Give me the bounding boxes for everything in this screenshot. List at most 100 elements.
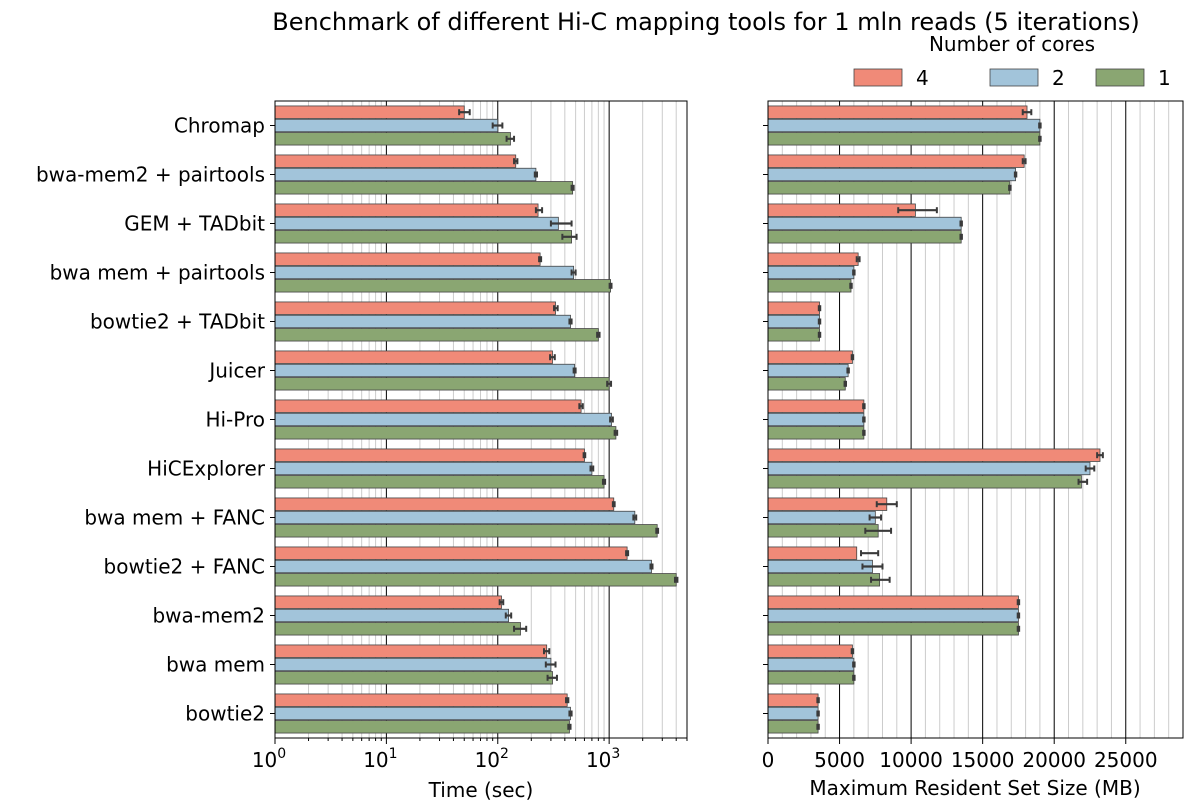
category-label: Hi-Pro	[205, 408, 265, 432]
category-label: bowtie2	[185, 702, 265, 726]
time-bar-hicexplorer-1-cores	[274, 475, 605, 489]
memory-bar-bowtie2-tadbit-4-cores	[767, 301, 820, 315]
memory-bar-bowtie2-1-cores	[767, 720, 819, 734]
time-axis-label: Time (sec)	[428, 778, 534, 802]
time-bar-hi-pro-2-cores	[274, 412, 612, 427]
time-bar-bowtie2-tadbit-2-cores	[274, 314, 571, 329]
time-bar-juicer-2-cores	[274, 363, 576, 378]
time-bar-bowtie2-tadbit-4-cores	[274, 301, 556, 315]
memory-bar-bwa-mem2-1-cores	[767, 622, 1019, 636]
legend-label-4: 4	[916, 66, 929, 90]
memory-tick-label: 25000	[1094, 748, 1158, 772]
category-label: bwa-mem2	[152, 604, 265, 628]
category-label: bwa mem + pairtools	[50, 261, 265, 285]
memory-bar-hi-pro-2-cores	[767, 412, 865, 427]
time-bar-bowtie2-fanc-2-cores	[274, 559, 652, 574]
time-bar-hicexplorer-4-cores	[274, 448, 585, 462]
legend-swatch-1	[1095, 68, 1145, 87]
memory-bar-juicer-4-cores	[767, 350, 853, 364]
time-bar-bwa-mem2-4-cores	[274, 595, 502, 609]
memory-bar-bwa-mem2-4-cores	[767, 595, 1019, 609]
memory-bar-gem-tadbit-4-cores	[767, 203, 916, 217]
memory-bar-chromap-4-cores	[767, 105, 1028, 119]
memory-bar-bowtie2-4-cores	[767, 693, 819, 707]
time-tick-label: 101	[363, 746, 397, 772]
time-bar-bwa-mem-1-cores	[274, 671, 553, 685]
category-label: GEM + TADbit	[124, 212, 265, 236]
time-bar-bowtie2-fanc-1-cores	[274, 573, 677, 587]
time-bar-bowtie2-fanc-4-cores	[274, 546, 628, 560]
time-bar-bwa-mem-2-cores	[274, 657, 552, 672]
time-bar-juicer-1-cores	[274, 377, 610, 391]
memory-tick-label: 15000	[951, 748, 1015, 772]
legend-label-2: 2	[1052, 66, 1065, 90]
time-bar-bwa-mem-4-cores	[274, 644, 548, 658]
memory-bar-juicer-2-cores	[767, 363, 849, 378]
memory-bar-hi-pro-1-cores	[767, 426, 865, 440]
time-bar-bowtie2-4-cores	[274, 693, 568, 707]
memory-bar-bowtie2-tadbit-2-cores	[767, 314, 820, 329]
time-bar-bwa-mem2-pairtools-2-cores	[274, 167, 537, 182]
category-label: HiCExplorer	[147, 457, 266, 481]
time-bar-bowtie2-tadbit-1-cores	[274, 328, 599, 342]
time-bar-bwa-mem-fanc-4-cores	[274, 497, 615, 511]
time-bar-hi-pro-1-cores	[274, 426, 617, 440]
memory-tick-label: 10000	[879, 748, 943, 772]
memory-bar-bwa-mem-1-cores	[767, 671, 855, 685]
memory-panel: 0 5000 10000 15000 20000 25000 Maximum Reside…	[762, 100, 1184, 800]
legend-swatch-4	[853, 68, 903, 87]
time-bar-bwa-mem2-pairtools-1-cores	[274, 181, 574, 195]
time-bar-bwa-mem2-1-cores	[274, 622, 521, 636]
time-bar-gem-tadbit-4-cores	[274, 203, 539, 217]
memory-bar-bwa-mem2-2-cores	[767, 608, 1019, 623]
time-bar-juicer-4-cores	[274, 350, 553, 364]
memory-bar-bwa-mem2-pairtools-2-cores	[767, 167, 1016, 182]
category-label: Juicer	[207, 359, 265, 383]
time-bar-bwa-mem-pairtools-2-cores	[274, 265, 575, 280]
time-bar-chromap-4-cores	[274, 105, 465, 119]
legend: Number of cores 4 2 1	[853, 32, 1171, 90]
memory-bar-bowtie2-fanc-1-cores	[767, 573, 881, 587]
legend-swatch-2	[989, 68, 1039, 87]
category-label: bwa mem	[166, 653, 265, 677]
memory-bar-bwa-mem-pairtools-1-cores	[767, 279, 852, 293]
memory-bar-hicexplorer-4-cores	[767, 448, 1101, 462]
memory-bar-gem-tadbit-2-cores	[767, 216, 962, 231]
memory-tick-label: 5000	[814, 748, 865, 772]
memory-bar-bowtie2-fanc-2-cores	[767, 559, 873, 574]
memory-bar-bwa-mem-fanc-1-cores	[767, 524, 879, 538]
time-tick-label: 103	[586, 746, 620, 772]
memory-bar-chromap-2-cores	[767, 118, 1041, 133]
time-tick-label: 100	[252, 746, 286, 772]
time-bar-bwa-mem-pairtools-4-cores	[274, 252, 541, 266]
memory-bar-bwa-mem-2-cores	[767, 657, 855, 672]
memory-bar-bowtie2-2-cores	[767, 706, 819, 721]
time-bar-bwa-mem2-2-cores	[274, 608, 509, 623]
time-tick-label: 102	[475, 746, 509, 772]
time-bar-hicexplorer-2-cores	[274, 461, 593, 476]
memory-bar-juicer-1-cores	[767, 377, 846, 391]
time-bar-bwa-mem2-pairtools-4-cores	[274, 154, 517, 168]
time-bar-gem-tadbit-1-cores	[274, 230, 572, 244]
memory-bar-gem-tadbit-1-cores	[767, 230, 962, 244]
legend-title: Number of cores	[929, 32, 1095, 56]
memory-bar-hicexplorer-2-cores	[767, 461, 1091, 476]
memory-bar-hicexplorer-1-cores	[767, 475, 1082, 489]
time-bar-bowtie2-1-cores	[274, 720, 570, 734]
time-bar-gem-tadbit-2-cores	[274, 216, 559, 231]
time-bar-bowtie2-2-cores	[274, 706, 571, 721]
memory-bar-bwa-mem-4-cores	[767, 644, 853, 658]
memory-bar-bwa-mem2-pairtools-4-cores	[767, 154, 1025, 168]
memory-bar-bowtie2-tadbit-1-cores	[767, 328, 820, 342]
chart-title: Benchmark of different Hi-C mapping tool…	[272, 8, 1139, 36]
memory-bar-bwa-mem-fanc-2-cores	[767, 510, 876, 525]
category-label: bwa-mem2 + pairtools	[36, 163, 265, 187]
time-bar-bwa-mem-fanc-1-cores	[274, 524, 658, 538]
category-label: bwa mem + FANC	[84, 506, 265, 530]
memory-bar-chromap-1-cores	[767, 132, 1041, 146]
time-panel: 100 101 102 103 Chromap bwa-mem2 + pairtools…	[36, 100, 688, 802]
memory-tick-label: 0	[762, 748, 775, 772]
time-bar-bwa-mem-fanc-2-cores	[274, 510, 636, 525]
memory-bar-bwa-mem-pairtools-4-cores	[767, 252, 859, 266]
